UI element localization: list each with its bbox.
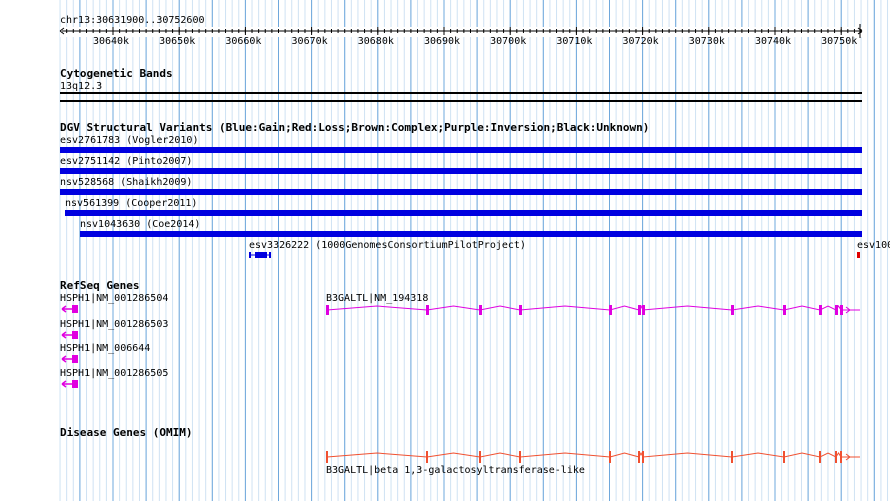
- omim-exon: [519, 451, 521, 463]
- variant-label: esv2751142 (Pinto2007): [60, 156, 193, 167]
- gene-exon: [638, 305, 641, 315]
- variant-bar: [65, 210, 862, 216]
- ruler-tick-label: 30670k: [292, 36, 328, 47]
- omim-intron-line: [326, 451, 860, 458]
- ruler-background: [60, 27, 862, 37]
- gene-label: B3GALTL|NM_194318: [326, 293, 429, 304]
- omim-exon: [326, 451, 328, 463]
- gene-exon: [819, 305, 822, 315]
- gene-strand-arrow: [61, 331, 72, 339]
- gene-exon: [479, 305, 482, 315]
- ruler-title: chr13:30631900..30752600: [60, 15, 205, 26]
- ruler-tick-label: 30700k: [490, 36, 526, 47]
- ruler-tick-label: 30710k: [556, 36, 592, 47]
- ruler-left-arrow: [59, 27, 65, 35]
- omim-exon: [426, 451, 428, 463]
- gene-label: HSPH1|NM_001286505: [60, 368, 169, 379]
- ruler-tick-label: 30740k: [755, 36, 791, 47]
- omim-exon: [840, 451, 842, 463]
- gene-label: HSPH1|NM_006644: [60, 343, 151, 354]
- gene-exon: [72, 305, 78, 313]
- gene-label: HSPH1|NM_001286504: [60, 293, 169, 304]
- ruler-tick-label: 30690k: [424, 36, 460, 47]
- dgv-track-title: DGV Structural Variants (Blue:Gain;Red:L…: [60, 121, 650, 134]
- gene-strand-arrow: [61, 380, 72, 388]
- gene-exon: [835, 305, 838, 315]
- gene-exon: [642, 305, 645, 315]
- ruler[interactable]: 30640k 30650k 30660k 30670k 30680k 30690k 3070…: [0, 0, 890, 60]
- variant-label: nsv528568 (Shaikh2009): [60, 177, 193, 188]
- variant-label: esv100: [857, 240, 890, 251]
- omim-track-title: Disease Genes (OMIM): [60, 426, 193, 439]
- variant-label: nsv1043630 (Coe2014): [80, 219, 201, 230]
- ruler-tick-label: 30750k: [821, 36, 857, 47]
- variant-label: esv2761783 (Vogler2010): [60, 135, 199, 146]
- gene-exon: [519, 305, 522, 315]
- gene-strand-arrow: [61, 355, 72, 363]
- ruler-tick-label: 30720k: [623, 36, 659, 47]
- variant-block: [255, 252, 267, 258]
- gene-exon: [783, 305, 786, 315]
- gene-exon: [840, 305, 843, 315]
- ruler-tick-label: 30650k: [159, 36, 195, 47]
- omim-exon: [783, 451, 785, 463]
- variant-block: [269, 252, 271, 258]
- variant-bar: [60, 147, 862, 153]
- variant-label: esv3326222 (1000GenomesConsortiumPilotPr…: [249, 240, 526, 251]
- ruler-tick-label: 30680k: [358, 36, 394, 47]
- cytoband-bar-top: [60, 92, 862, 94]
- omim-exon: [642, 451, 644, 463]
- variant-block: [249, 252, 251, 258]
- variant-bar: [60, 168, 862, 174]
- refseq-track-title: RefSeq Genes: [60, 279, 140, 292]
- omim-exon: [609, 451, 611, 463]
- gene-exon: [326, 305, 329, 315]
- omim-exon: [731, 451, 733, 463]
- ruler-tick-label: 30660k: [225, 36, 261, 47]
- omim-exon: [638, 451, 640, 463]
- ruler-tick-label: 30640k: [93, 36, 129, 47]
- gene-exon: [72, 380, 78, 388]
- ruler-tick-label: 30730k: [689, 36, 725, 47]
- cytoband-bar-bottom: [60, 100, 862, 102]
- gene-intron-line: [326, 304, 860, 311]
- gene-exon: [731, 305, 734, 315]
- omim-strand-arrow: [845, 453, 851, 461]
- cytoband-track-title: Cytogenetic Bands: [60, 67, 173, 80]
- variant-label: nsv561399 (Cooper2011): [65, 198, 198, 209]
- cytoband-label: 13q12.3: [60, 81, 103, 92]
- gene-exon: [72, 355, 78, 363]
- gene-label: HSPH1|NM_001286503: [60, 319, 169, 330]
- gene-strand-arrow: [61, 305, 72, 313]
- gene-exon: [609, 305, 612, 315]
- omim-gene-label: B3GALTL|beta 1,3-galactosyltransferase-l…: [326, 465, 585, 476]
- variant-block: [857, 252, 860, 258]
- gene-exon: [426, 305, 429, 315]
- omim-exon: [819, 451, 821, 463]
- omim-exon: [835, 451, 837, 463]
- variant-bar: [60, 189, 862, 195]
- omim-exon: [479, 451, 481, 463]
- variant-bar: [80, 231, 862, 237]
- gene-strand-arrow: [845, 306, 851, 314]
- gene-exon: [72, 331, 78, 339]
